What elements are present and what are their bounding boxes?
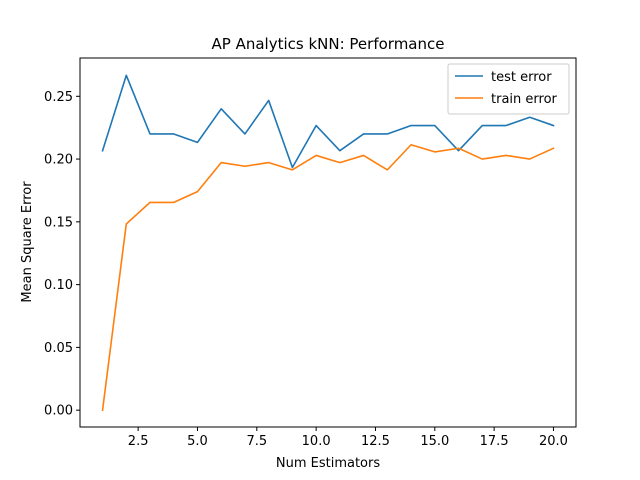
- x-tick-label: 2.5: [128, 434, 149, 449]
- x-tick-label: 12.5: [361, 434, 390, 449]
- series-line-test-error: [101, 74, 555, 169]
- y-tick-label: 0.15: [44, 215, 73, 230]
- y-axis-ticks: 0.00 0.05 0.10 0.15 0.20 0.25: [44, 90, 80, 419]
- x-axis-label: Num Estimators: [276, 456, 380, 471]
- y-tick-label: 0.10: [44, 278, 73, 293]
- y-tick-label: 0.00: [44, 404, 73, 419]
- x-axis-ticks: 2.5 5.0 7.5 10.0 12.5 15.0 17.5 20.0: [128, 427, 568, 449]
- series-line-train-error: [101, 143, 555, 412]
- y-axis-label: Mean Square Error: [20, 181, 35, 303]
- y-tick-label: 0.05: [44, 341, 73, 356]
- y-tick-label: 0.20: [44, 153, 73, 168]
- x-tick-label: 20.0: [539, 434, 568, 449]
- legend: test error train error: [447, 63, 570, 115]
- x-tick-label: 17.5: [480, 434, 509, 449]
- plot-area-frame: [79, 57, 577, 428]
- y-tick-label: 0.25: [44, 90, 73, 105]
- legend-label-train-error: train error: [491, 92, 558, 107]
- legend-label-test-error: test error: [491, 70, 552, 85]
- chart-title: AP Analytics kNN: Performance: [212, 35, 445, 53]
- x-tick-label: 7.5: [246, 434, 267, 449]
- x-tick-label: 5.0: [187, 434, 208, 449]
- plot-lines: [101, 74, 555, 412]
- x-tick-label: 10.0: [302, 434, 331, 449]
- x-tick-label: 15.0: [420, 434, 449, 449]
